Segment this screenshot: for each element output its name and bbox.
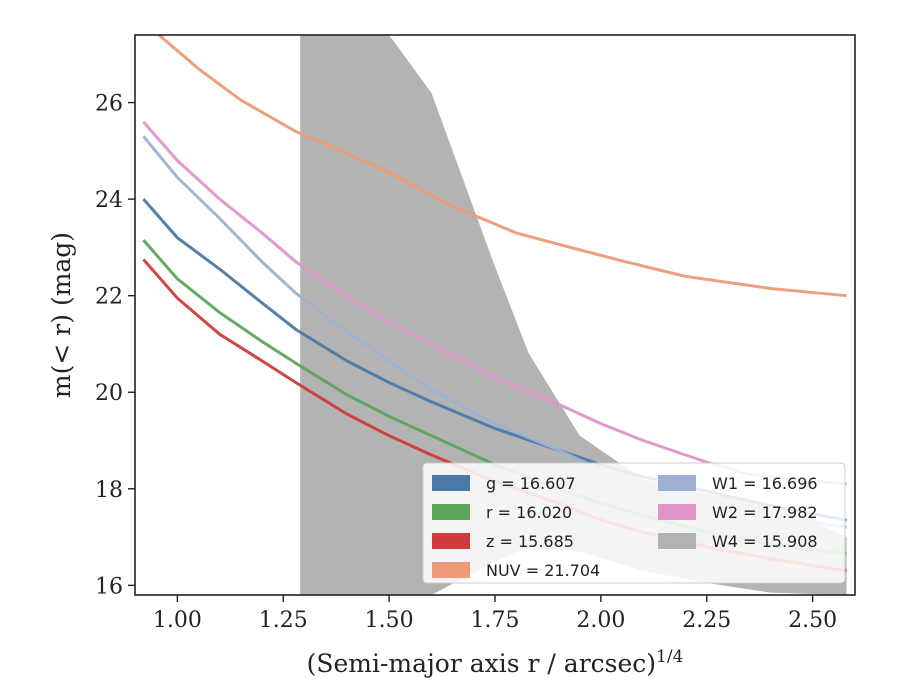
x-tick-label: 2.00: [576, 608, 625, 633]
legend-swatch: [432, 562, 470, 578]
series-w4-band: [300, 35, 847, 595]
legend-label: NUV = 21.704: [486, 561, 600, 580]
legend-label: g = 16.607: [486, 474, 576, 493]
y-axis-label: m(< r) (mag): [47, 232, 76, 398]
legend-swatch: [432, 533, 470, 549]
legend-swatch: [658, 533, 696, 549]
y-tick-label: 18: [95, 478, 123, 503]
y-axis: 16 18 20 22 24 26: [95, 92, 135, 599]
legend-swatch: [658, 475, 696, 491]
x-tick-label: 1.75: [471, 608, 520, 633]
x-tick-label: 1.50: [365, 608, 414, 633]
legend-label: W1 = 16.696: [712, 474, 818, 493]
legend: g = 16.607 r = 16.020 z = 15.685 NUV = 21.7…: [422, 462, 846, 584]
legend-swatch: [432, 504, 470, 520]
y-tick-label: 16: [95, 574, 123, 599]
x-tick-label: 1.00: [153, 608, 202, 633]
x-tick-label: 2.25: [682, 608, 731, 633]
legend-label: W2 = 17.982: [712, 503, 818, 522]
legend-label: r = 16.020: [486, 503, 572, 522]
legend-label: z = 15.685: [486, 532, 574, 551]
y-tick-label: 22: [95, 285, 123, 310]
legend-swatch: [658, 504, 696, 520]
x-tick-label: 1.25: [259, 608, 308, 633]
legend-box: [422, 462, 846, 584]
legend-label: W4 = 15.908: [712, 532, 818, 551]
y-tick-label: 26: [95, 92, 123, 117]
series-nuv-line: [156, 35, 847, 298]
x-tick-label: 2.50: [788, 608, 837, 633]
x-axis-label: (Semi-major axis r / arcsec)1/4: [307, 647, 684, 678]
y-tick-label: 20: [95, 381, 123, 406]
x-axis: 1.00 1.25 1.50 1.75 2.00 2.25 2.50: [153, 595, 837, 633]
legend-swatch: [432, 475, 470, 491]
y-tick-label: 24: [95, 188, 123, 213]
